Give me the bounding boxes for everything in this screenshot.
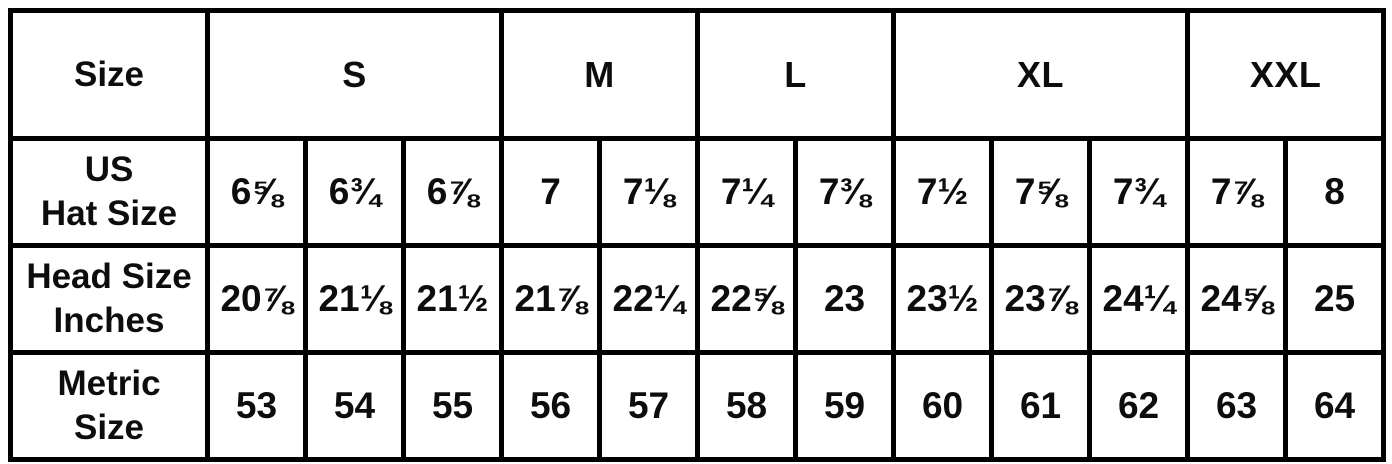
row-label: Metric Size xyxy=(8,350,210,462)
table-cell: 6⅝ xyxy=(205,136,308,248)
row-label: US Hat Size xyxy=(8,136,210,248)
table-cell: 7⅞ xyxy=(1185,136,1289,248)
table-cell: 62 xyxy=(1087,350,1191,462)
table-cell: 21½ xyxy=(400,243,505,355)
table-cell: 60 xyxy=(891,350,995,462)
table-cell: 57 xyxy=(597,350,701,462)
table-cell: 24⅝ xyxy=(1185,243,1289,355)
table-cell: 20⅞ xyxy=(205,243,308,355)
size-group-header-s: S xyxy=(204,8,505,141)
table-cell: 56 xyxy=(499,350,603,462)
table-cell: 7¼ xyxy=(695,136,799,248)
table-cell: 64 xyxy=(1283,350,1387,462)
table-cell: 54 xyxy=(303,350,406,462)
table-cell: 63 xyxy=(1185,350,1289,462)
table-cell: 7⅜ xyxy=(793,136,897,248)
table-cell: 7 xyxy=(499,136,603,248)
table-cell: 8 xyxy=(1283,136,1387,248)
table-cell: 24¼ xyxy=(1087,243,1191,355)
table-row: Head Size Inches 20⅞ 21⅛ 21½ 21⅞ 22¼ 22⅝ 23 23½ 2… xyxy=(8,243,1387,355)
size-group-header-xxl: XXL xyxy=(1185,8,1387,141)
table-cell: 58 xyxy=(695,350,799,462)
size-group-header-xl: XL xyxy=(891,8,1191,141)
table-cell: 21⅛ xyxy=(303,243,406,355)
table-cell: 23½ xyxy=(891,243,995,355)
table-cell: 61 xyxy=(989,350,1093,462)
table-cell: 6¾ xyxy=(303,136,406,248)
table-cell: 23⅞ xyxy=(989,243,1093,355)
table-cell: 59 xyxy=(793,350,897,462)
table-row: US Hat Size 6⅝ 6¾ 6⅞ 7 7⅛ 7¼ 7⅜ 7½ 7⅝ 7¾ 7⅞ 8 xyxy=(8,136,1387,248)
table-cell: 7⅝ xyxy=(989,136,1093,248)
table-cell: 7½ xyxy=(891,136,995,248)
size-group-header-l: L xyxy=(695,8,897,141)
table-cell: 22¼ xyxy=(597,243,701,355)
table-cell: 23 xyxy=(793,243,897,355)
size-group-header-m: M xyxy=(499,8,701,141)
table-cell: 7¾ xyxy=(1087,136,1191,248)
table-cell: 53 xyxy=(205,350,308,462)
table-cell: 21⅞ xyxy=(499,243,603,355)
row-label: Head Size Inches xyxy=(8,243,210,355)
table-cell: 6⅞ xyxy=(400,136,505,248)
table-row: Metric Size 53 54 55 56 57 58 59 60 61 62 63 64 xyxy=(8,350,1387,462)
corner-label: Size xyxy=(8,8,210,141)
table-cell: 7⅛ xyxy=(597,136,701,248)
table-cell: 55 xyxy=(400,350,505,462)
table-cell: 22⅝ xyxy=(695,243,799,355)
size-conversion-table: Size S M L XL XXL US Hat Size 6⅝ 6¾ 6⅞ 7 7⅛ 7¼ 7⅜ 7½ 7⅝… xyxy=(8,8,1387,462)
table-header-row: Size S M L XL XXL xyxy=(8,8,1387,141)
table-cell: 25 xyxy=(1283,243,1387,355)
